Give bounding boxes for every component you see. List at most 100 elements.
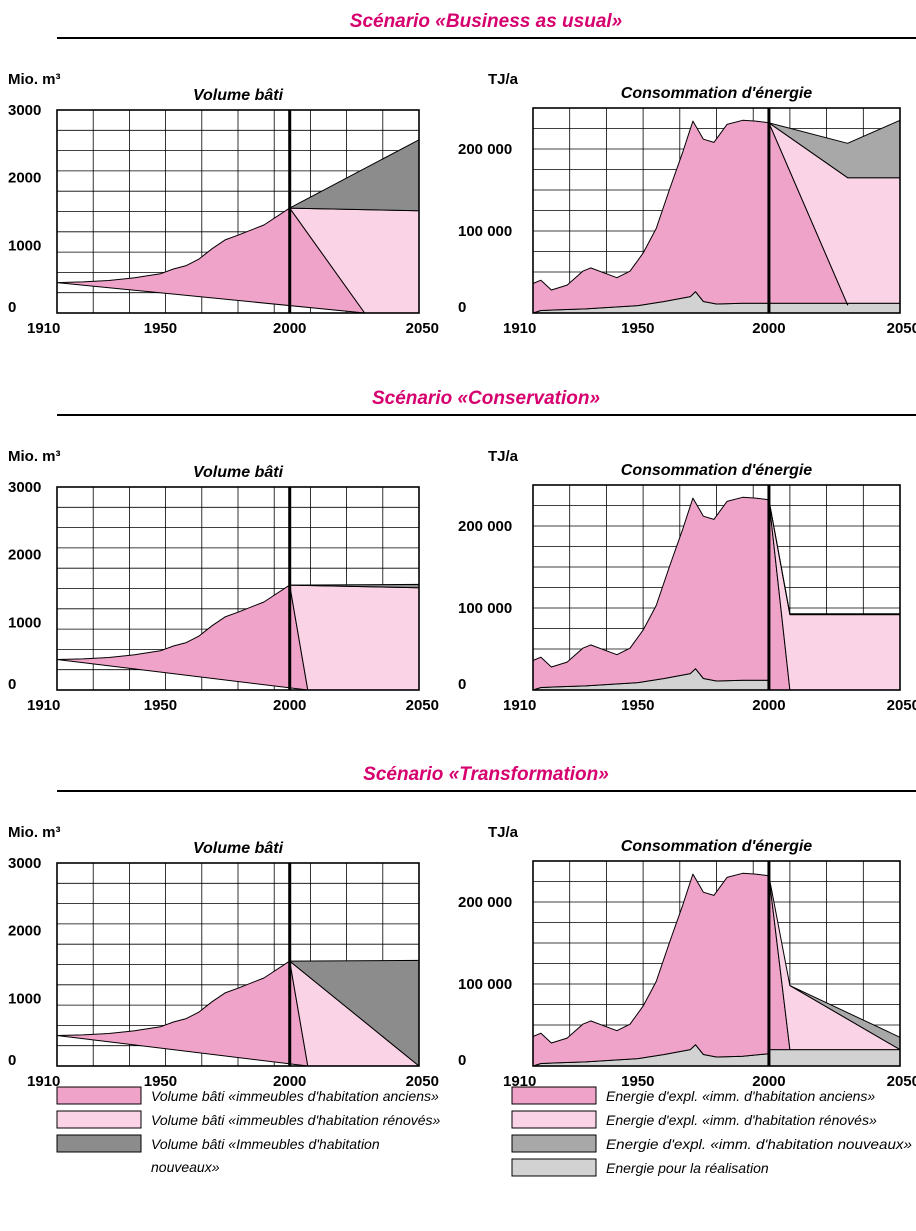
plot-frame [532,860,901,1067]
x-tick-label: 1950 [144,1073,177,1090]
legend-swatch [56,1134,142,1153]
scenario-block: Scénario «Transformation» Volume bâti Mio.… [8,764,916,1090]
x-tick-label: 2000 [752,697,785,714]
x-tick-label: 2050 [887,697,916,714]
y-tick-label: 1000 [8,614,41,631]
area-realisation [768,1049,901,1067]
legend-label: Energie d'expl. «imm. d'habitation rénov… [606,1112,877,1128]
chart-title: Consommation d'énergie [621,85,812,102]
scenario-title: Scénario «Conservation» [372,388,600,409]
y-tick-label: 3000 [8,855,41,872]
y-unit-label: TJ/a [488,824,519,841]
y-tick-label: 0 [8,676,16,693]
x-tick-label: 1910 [503,697,536,714]
area-renovated [289,584,420,691]
y-tick-label: 3000 [8,102,41,119]
y-unit-label: Mio. m³ [8,448,61,465]
chart-title: Consommation d'énergie [621,838,812,855]
scenario-block: Scénario «Business as usual» Volume bâti M… [8,11,916,337]
scenario-title: Scénario «Transformation» [363,764,609,785]
x-tick-label: 1950 [144,320,177,337]
chart-title: Volume bâti [193,87,284,104]
x-tick-label: 1910 [27,697,60,714]
legend-swatch [511,1158,597,1177]
volume-chart: Volume bâti Mio. m³ 0 1000 2000 3000 1910 1950 2… [8,824,439,1090]
x-tick-label: 1910 [503,1073,536,1090]
legend-label: Volume bâti «immeubles d'habitation réno… [151,1112,441,1128]
area-old [532,496,791,691]
y-tick-label: 100 000 [458,223,512,240]
plot-frame [532,107,901,314]
plot-frame [56,862,420,1067]
x-tick-label: 2050 [406,697,439,714]
x-tick-label: 2050 [887,1073,916,1090]
y-unit-label: TJ/a [488,448,519,465]
area-old [532,872,770,1067]
x-tick-label: 2000 [273,697,306,714]
legend-swatch [511,1086,597,1105]
y-tick-label: 1000 [8,237,41,254]
scenario-block: Scénario «Conservation» Volume bâti Mio. m… [8,388,916,714]
x-tick-label: 1950 [621,697,654,714]
plot-frame [56,109,420,314]
area-old [56,207,366,314]
y-tick-label: 200 000 [458,141,512,158]
y-tick-label: 100 000 [458,600,512,617]
energy-chart: Consommation d'énergie TJ/a 0 100 000 200 00… [458,824,916,1090]
x-tick-label: 1910 [27,1073,60,1090]
plot-frame [56,486,420,691]
scenario-title: Scénario «Business as usual» [350,11,622,32]
area-renovated [768,499,901,691]
x-tick-label: 2050 [887,320,916,337]
area-old [56,960,309,1067]
chart-title: Volume bâti [193,464,284,481]
chart-title: Consommation d'énergie [621,462,812,479]
x-tick-label: 1950 [621,1073,654,1090]
y-unit-label: TJ/a [488,71,519,88]
legend-label: Energie pour la réalisation [606,1160,769,1176]
x-tick-label: 1950 [144,697,177,714]
x-tick-label: 1910 [503,320,536,337]
x-tick-label: 2000 [752,1073,785,1090]
y-tick-label: 1000 [8,990,41,1007]
y-tick-label: 200 000 [458,894,512,911]
x-tick-label: 2000 [752,320,785,337]
legend-label: Volume bâti «immeubles d'habitation anci… [151,1088,439,1104]
area-new-energy [768,499,901,616]
y-tick-label: 2000 [8,170,41,187]
y-tick-label: 3000 [8,479,41,496]
x-tick-label: 2000 [273,1073,306,1090]
x-tick-label: 2000 [273,320,306,337]
area-old [56,584,309,691]
x-tick-label: 2050 [406,320,439,337]
chart-title: Volume bâti [193,840,284,857]
y-tick-label: 200 000 [458,518,512,535]
legend-swatch [56,1110,142,1129]
y-tick-label: 0 [8,299,16,316]
legend-label: Volume bâti «Immeubles d'habitation [151,1136,380,1152]
legend-swatch [511,1134,597,1153]
y-tick-label: 0 [458,299,466,316]
volume-chart: Volume bâti Mio. m³ 0 1000 2000 3000 1910 1950 2… [8,71,439,337]
x-tick-label: 1910 [27,320,60,337]
legend: Volume bâti «immeubles d'habitation anci… [56,1086,912,1177]
volume-chart: Volume bâti Mio. m³ 0 1000 2000 3000 1910 1950 2… [8,448,439,714]
legend-label: nouveaux» [151,1159,220,1175]
y-tick-label: 0 [458,1052,466,1069]
y-tick-label: 2000 [8,547,41,564]
y-tick-label: 0 [458,676,466,693]
y-tick-label: 0 [8,1052,16,1069]
plot-frame [532,484,901,691]
legend-swatch [56,1086,142,1105]
legend-label: Energie d'expl. «imm. d'habitation ancie… [606,1088,875,1104]
y-unit-label: Mio. m³ [8,824,61,841]
y-tick-label: 100 000 [458,976,512,993]
y-unit-label: Mio. m³ [8,71,61,88]
legend-swatch [511,1110,597,1129]
y-tick-label: 2000 [8,923,41,940]
x-tick-label: 1950 [621,320,654,337]
legend-label: Energie d'expl. «imm. d'habitation nouve… [606,1136,912,1152]
x-tick-label: 2050 [406,1073,439,1090]
energy-chart: Consommation d'énergie TJ/a 0 100 000 200 00… [458,448,916,714]
